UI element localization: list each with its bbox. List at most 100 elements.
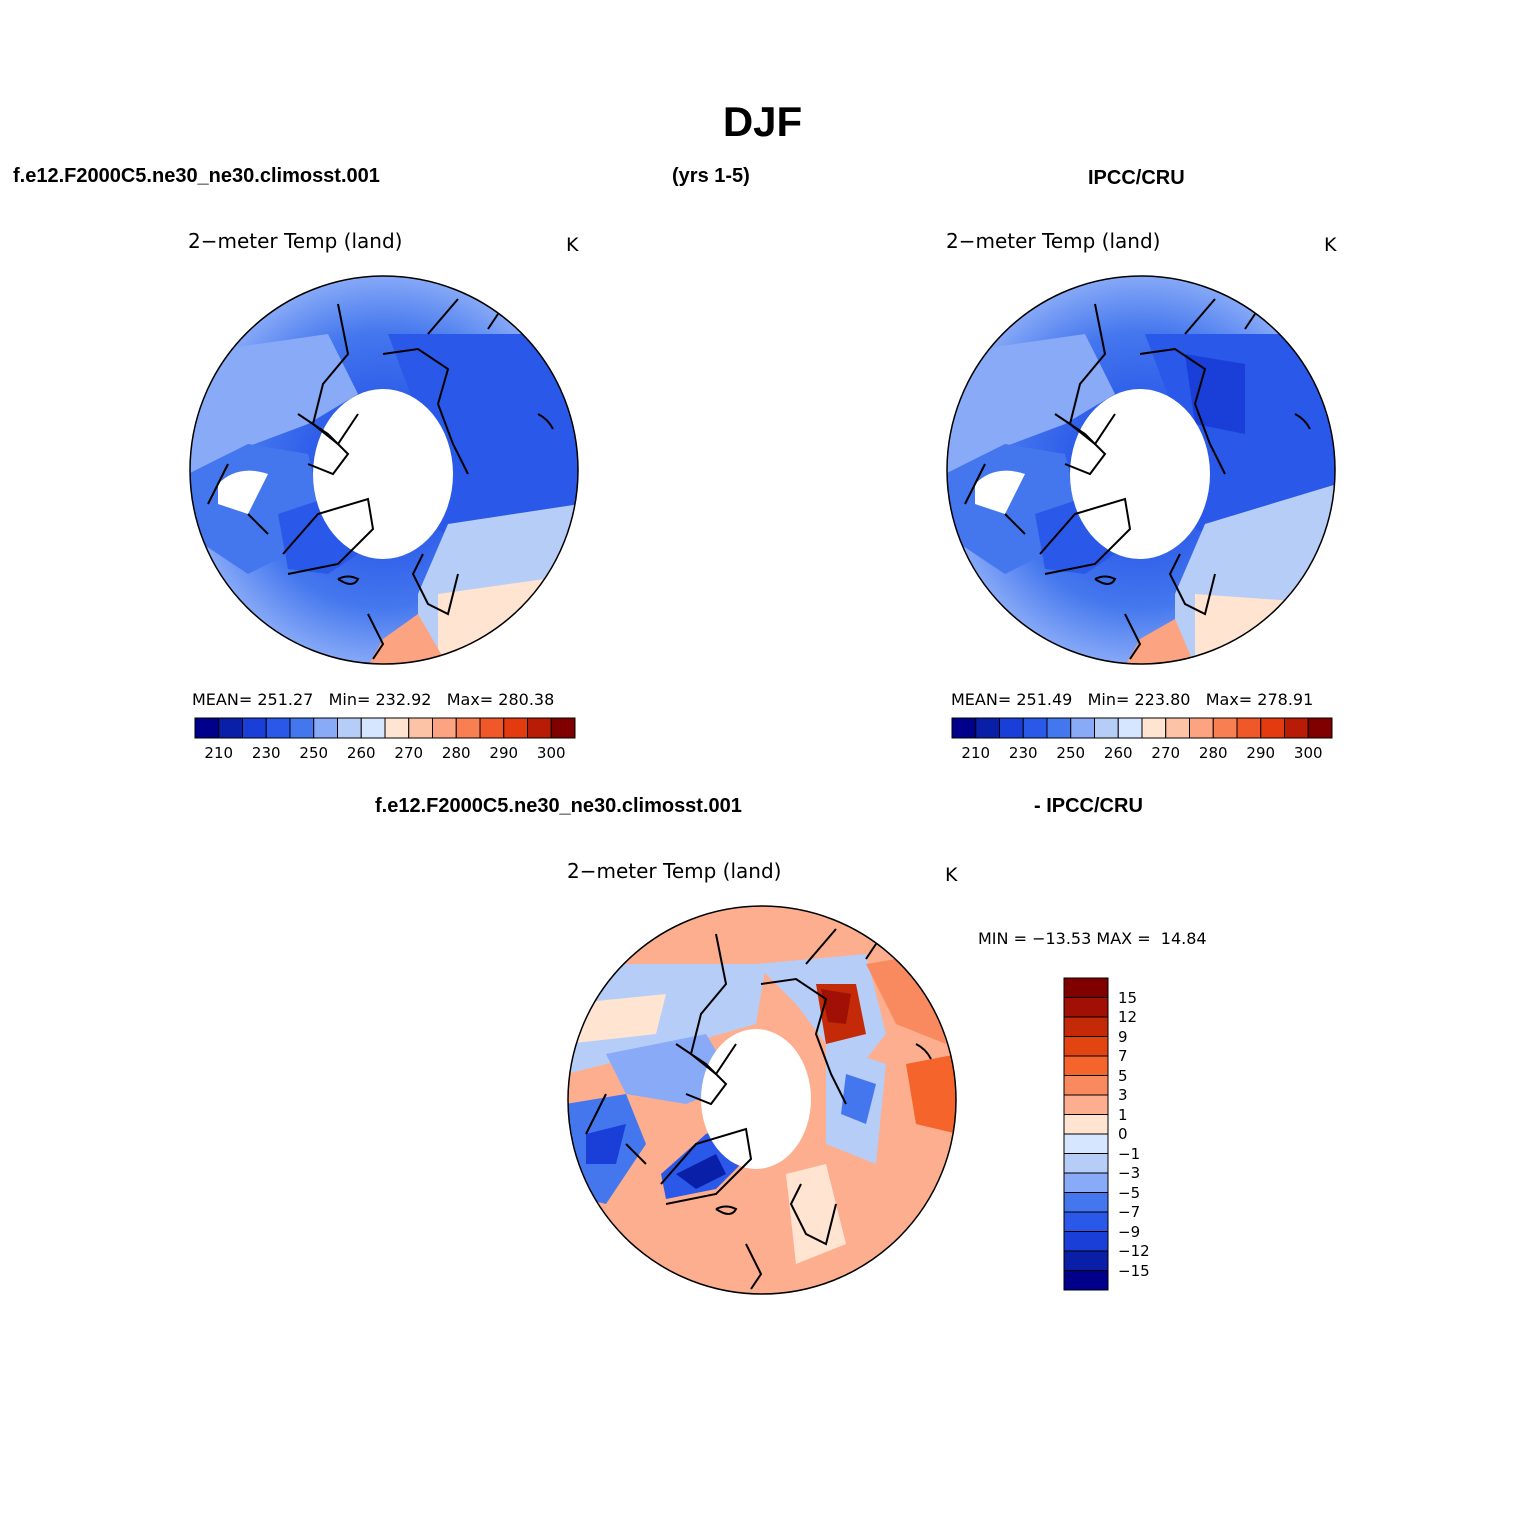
panel-diff-colorbar-labels: 15 12 9 7 5 3 1 0 −1 −3 −5 −7 −9 −12 −15 [1114,976,1174,1292]
colorbar-tick-label: −3 [1118,1164,1141,1182]
colorbar-swatch [265,717,291,739]
panel-diff-border [567,905,957,1295]
colorbar-swatch [1022,717,1048,739]
colorbar-tick-label: −7 [1118,1203,1141,1221]
colorbar-swatch [1063,1055,1109,1076]
colorbar-swatch [1284,717,1309,739]
colorbar-tick-label: −1 [1118,1144,1141,1163]
panel-diff-field [568,906,956,1294]
panel-model-stats: MEAN= 251.27 Min= 232.92 Max= 280.38 [192,690,554,709]
colorbar-tick-label: 7 [1118,1047,1128,1065]
colorbar-swatch [479,717,505,739]
colorbar-swatch [242,717,267,739]
colorbar-swatch [550,717,576,739]
colorbar-swatch [432,717,457,739]
min-label: Min= [328,690,371,709]
min-label: MIN = [978,929,1027,948]
colorbar-tick-label: 280 [441,744,471,762]
colorbar-swatch [1189,717,1214,739]
colorbar-swatch [1063,1231,1109,1252]
diff-case-label: f.e12.F2000C5.ne30_ne30.climosst.001 [375,795,742,817]
colorbar-tick-label: −9 [1118,1222,1141,1241]
max-value: 278.91 [1257,690,1314,709]
colorbar-tick-label: 250 [1056,744,1086,762]
panel-model-title: 2−meter Temp (land) [188,229,403,253]
diff-obs-label: - IPCC/CRU [1034,795,1143,817]
colorbar-swatch [1063,1016,1109,1037]
colorbar-swatch [1117,717,1143,739]
colorbar-tick-label: 250 [299,744,329,762]
colorbar-tick-label: −12 [1118,1242,1150,1260]
colorbar-tick-label: 260 [1103,744,1133,762]
colorbar-swatch [1212,717,1238,739]
colorbar-tick-label: 290 [1246,744,1276,762]
colorbar-swatch [1063,1211,1109,1232]
colorbar-swatch [1063,1036,1109,1057]
colorbar-tick-label: 1 [1118,1105,1128,1124]
page-title: DJF [722,98,803,145]
max-label: Max= [446,690,494,709]
colorbar-swatch [1070,717,1095,739]
panel-diff-colorbar [1063,977,1109,1291]
max-label: MAX = [1096,929,1151,948]
panel-obs-map [946,275,1336,665]
years-label: (yrs 1-5) [672,165,750,187]
colorbar-swatch [337,717,362,739]
min-label: Min= [1087,690,1130,709]
colorbar-swatch [1063,1172,1109,1193]
panel-model-field [190,276,578,664]
panel-obs-stats: MEAN= 251.49 Min= 223.80 Max= 278.91 [951,690,1313,709]
colorbar-swatch [1063,1114,1109,1135]
colorbar-swatch [313,717,338,739]
panel-model-border [189,275,579,665]
colorbar-tick-label: 300 [536,744,566,762]
colorbar-swatch [527,717,552,739]
panel-obs-colorbar-labels: 210 230 250 260 270 280 290 300 [951,744,1333,764]
panel-diff-title: 2−meter Temp (land) [567,859,782,883]
colorbar-swatch [1063,977,1109,998]
mean-value: 251.49 [1016,690,1073,709]
colorbar-swatch [289,717,315,739]
panel-obs-title: 2−meter Temp (land) [946,229,1161,253]
colorbar-swatch [1063,1270,1109,1291]
colorbar-swatch [455,717,481,739]
colorbar-swatch [194,717,220,739]
colorbar-tick-label: 210 [204,744,234,762]
colorbar-swatch [1165,717,1190,739]
colorbar-swatch [1046,717,1072,739]
colorbar-tick-label: 290 [489,744,519,762]
colorbar-tick-label: 5 [1118,1066,1128,1085]
panel-diff-stats: MIN = −13.53 MAX = 14.84 [978,929,1207,948]
colorbar-tick-label: 15 [1118,988,1138,1007]
colorbar-tick-label: 230 [1008,744,1038,762]
panel-diff-coastlines [585,928,932,1290]
max-value: 14.84 [1160,929,1207,948]
colorbar-tick-label: 0 [1118,1125,1128,1143]
colorbar-tick-label: 280 [1198,744,1228,762]
panel-model-map [189,275,579,665]
mean-label: MEAN= [951,690,1012,709]
colorbar-tick-label: 270 [1151,744,1181,762]
colorbar-swatch [1236,717,1262,739]
colorbar-swatch [1063,1075,1109,1096]
colorbar-swatch [408,717,433,739]
panel-diff-map [567,905,957,1295]
colorbar-swatch [218,717,243,739]
min-value: −13.53 [1032,929,1092,948]
panel-obs-colorbar [951,717,1333,739]
colorbar-swatch [951,717,977,739]
colorbar-tick-label: 12 [1118,1008,1138,1026]
colorbar-swatch [384,717,410,739]
min-value: 223.80 [1134,690,1191,709]
panel-obs-border [946,275,1336,665]
obs-name-label: IPCC/CRU [1088,167,1185,189]
colorbar-swatch [1063,1250,1109,1271]
colorbar-swatch [975,717,1000,739]
colorbar-swatch [1063,997,1109,1018]
colorbar-swatch [1063,1094,1109,1115]
max-label: Max= [1205,690,1253,709]
panel-model-colorbar-labels: 210 230 250 260 270 280 290 300 [194,744,576,764]
mean-label: MEAN= [192,690,253,709]
panel-model-colorbar [194,717,576,739]
max-value: 280.38 [498,690,555,709]
